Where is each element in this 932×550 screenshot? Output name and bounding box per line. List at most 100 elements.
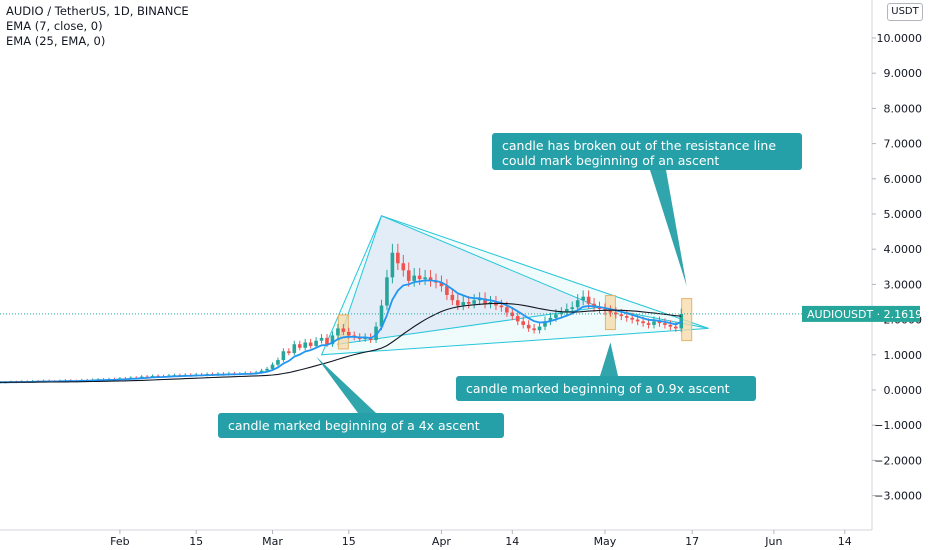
candle-body[interactable]	[428, 277, 433, 281]
candle-body[interactable]	[505, 307, 509, 313]
price-tag-box	[802, 305, 920, 322]
candle-body[interactable]	[374, 326, 378, 341]
time-axis[interactable]: Feb 15 Mar 15 Apr 14 May 17 Jun 14	[110, 530, 852, 548]
candle-body[interactable]	[281, 351, 286, 361]
ema-25-line[interactable]	[0, 302, 682, 383]
candle-body[interactable]	[347, 331, 351, 336]
candle-body[interactable]	[635, 319, 640, 322]
candle-body[interactable]	[417, 275, 422, 280]
candle-body[interactable]	[276, 360, 280, 365]
candle-body[interactable]	[608, 310, 613, 313]
candle-body[interactable]	[679, 313, 684, 329]
y-tick-label: 5.0000	[884, 208, 923, 221]
callout-ascent-4x: candle marked beginning of a 4x ascent	[218, 356, 504, 438]
legend-ema-7[interactable]: EMA (7, close, 0)	[6, 19, 103, 33]
candle-body[interactable]	[624, 316, 629, 318]
callout-text: could mark beginning of an ascent	[502, 153, 719, 168]
candle-body[interactable]	[570, 307, 575, 310]
candle-body[interactable]	[150, 375, 155, 377]
candle-body[interactable]	[270, 364, 275, 369]
legend-symbol[interactable]: AUDIO / TetherUS, 1D, BINANCE	[6, 4, 189, 18]
candle-body[interactable]	[488, 302, 493, 304]
candle-body[interactable]	[303, 342, 307, 348]
candle-body[interactable]	[445, 286, 449, 295]
candle-body[interactable]	[581, 296, 585, 301]
candle-body[interactable]	[510, 312, 515, 317]
candle-body[interactable]	[499, 305, 504, 308]
y-tick-label: −3.0000	[874, 490, 922, 503]
candle-body[interactable]	[532, 328, 536, 331]
chart-legend: AUDIO / TetherUS, 1D, BINANCE EMA (7, cl…	[6, 4, 189, 49]
candle-body[interactable]	[554, 314, 558, 318]
candle-body[interactable]	[330, 335, 335, 345]
y-tick-label: 3.0000	[884, 278, 923, 291]
candle-body[interactable]	[439, 282, 444, 287]
candle-body[interactable]	[412, 275, 416, 281]
currency-unit-badge[interactable]: USDT	[887, 3, 923, 21]
candle-body[interactable]	[385, 277, 389, 306]
candle-body[interactable]	[526, 324, 531, 329]
candle-body[interactable]	[663, 323, 667, 325]
y-tick-label: −2.0000	[874, 454, 922, 467]
callout-box	[492, 133, 802, 170]
candle-body[interactable]	[477, 298, 482, 301]
candle-body[interactable]	[319, 337, 324, 341]
candle-body[interactable]	[575, 300, 580, 308]
candle-body[interactable]	[646, 323, 651, 325]
candle-body[interactable]	[401, 263, 406, 271]
y-tick-label: 8.0000	[884, 102, 923, 115]
legend-ema-25[interactable]: EMA (25, EMA, 0)	[6, 34, 106, 48]
y-tick-label: 4.0000	[884, 243, 923, 256]
candle-body[interactable]	[308, 342, 313, 346]
candle-body[interactable]	[336, 328, 340, 336]
price-axis[interactable]: −3.0000−2.0000−1.00000.00001.00002.00003…	[872, 32, 922, 503]
candle-body[interactable]	[396, 252, 400, 264]
candle-body[interactable]	[668, 324, 673, 327]
callout-text: candle has broken out of the resistance …	[502, 138, 776, 153]
candle-body[interactable]	[472, 300, 476, 304]
candle-body[interactable]	[325, 337, 329, 345]
candle-body[interactable]	[390, 252, 395, 278]
candle-body[interactable]	[287, 351, 291, 354]
ema-7-line[interactable]	[0, 279, 682, 384]
candle-body[interactable]	[297, 344, 302, 348]
candle-body[interactable]	[652, 321, 656, 325]
candle-body[interactable]	[586, 296, 591, 304]
candle-body[interactable]	[619, 314, 624, 317]
candle-body[interactable]	[521, 321, 525, 325]
candle-body[interactable]	[543, 321, 547, 327]
candle-body[interactable]	[461, 302, 466, 306]
candle-body[interactable]	[341, 328, 346, 332]
candle-body[interactable]	[379, 305, 384, 327]
candle-body[interactable]	[456, 300, 460, 306]
candle-body[interactable]	[565, 309, 569, 313]
candle-body[interactable]	[641, 321, 645, 324]
candle-body[interactable]	[292, 344, 297, 354]
y-tick-label: 10.0000	[877, 32, 923, 45]
candle-body[interactable]	[630, 317, 634, 320]
candle-body[interactable]	[450, 294, 455, 301]
candle-body[interactable]	[466, 302, 471, 304]
candle-body[interactable]	[657, 321, 662, 324]
candle-body[interactable]	[259, 370, 264, 373]
candle-body[interactable]	[483, 298, 487, 304]
y-tick-label: 1.0000	[884, 349, 923, 362]
candle-body[interactable]	[314, 340, 318, 346]
candle-body[interactable]	[597, 307, 602, 310]
candle-body[interactable]	[548, 317, 553, 322]
candle-body[interactable]	[406, 270, 411, 281]
y-tick-label: 0.0000	[884, 384, 923, 397]
callout-box	[456, 376, 756, 401]
candle-body[interactable]	[265, 368, 269, 371]
last-price-label: AUDIOUSDT · 2.1619	[802, 305, 922, 322]
candle-body[interactable]	[537, 326, 542, 331]
x-tick-label: 14	[838, 535, 852, 548]
plot-pane[interactable]	[0, 215, 872, 384]
y-tick-label: 7.0000	[884, 138, 923, 151]
x-tick-label: 14	[505, 535, 519, 548]
candle-body[interactable]	[423, 277, 427, 280]
candle-body[interactable]	[674, 326, 678, 329]
candle-body[interactable]	[515, 316, 520, 322]
